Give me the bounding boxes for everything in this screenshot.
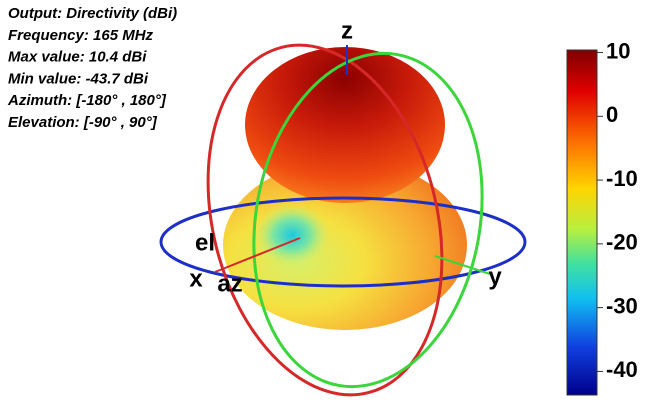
info-line: Max value: 10.4 dBi xyxy=(8,49,147,66)
pattern-shape xyxy=(223,47,467,330)
axis-label: el xyxy=(195,229,215,256)
info-line: Azimuth: [-180° , 180°] xyxy=(7,92,167,109)
colorbar-tick-label: -20 xyxy=(606,230,638,255)
axis-label: y xyxy=(488,263,502,290)
colorbar-ticks: 10 0 -10 -20 -30 -40 xyxy=(597,38,638,382)
info-line: Elevation: [-90° , 90°] xyxy=(8,114,158,131)
info-panel: Output: Directivity (dBi) Frequency: 165 … xyxy=(7,5,177,131)
y-axis xyxy=(434,255,491,275)
colorbar-tick-label: -10 xyxy=(606,166,638,191)
x-axis xyxy=(214,237,301,273)
colorbar-tick-label: -30 xyxy=(606,293,638,318)
info-line: Frequency: 165 MHz xyxy=(8,27,154,44)
azimuth-ring xyxy=(159,196,527,288)
colorbar-tick-label: -40 xyxy=(606,357,638,382)
colorbar xyxy=(566,49,598,396)
axis-label: az xyxy=(217,270,242,297)
colorbar-tick-label: 0 xyxy=(606,102,618,127)
elevation-ring-y xyxy=(252,51,484,389)
info-line: Output: Directivity (dBi) xyxy=(8,5,177,22)
axis-label: x xyxy=(189,265,203,292)
axis-label: z xyxy=(341,17,353,44)
elevation-ring-x xyxy=(206,43,444,397)
colorbar-tick-label: 10 xyxy=(606,38,630,63)
info-line: Min value: -43.7 dBi xyxy=(8,70,149,87)
